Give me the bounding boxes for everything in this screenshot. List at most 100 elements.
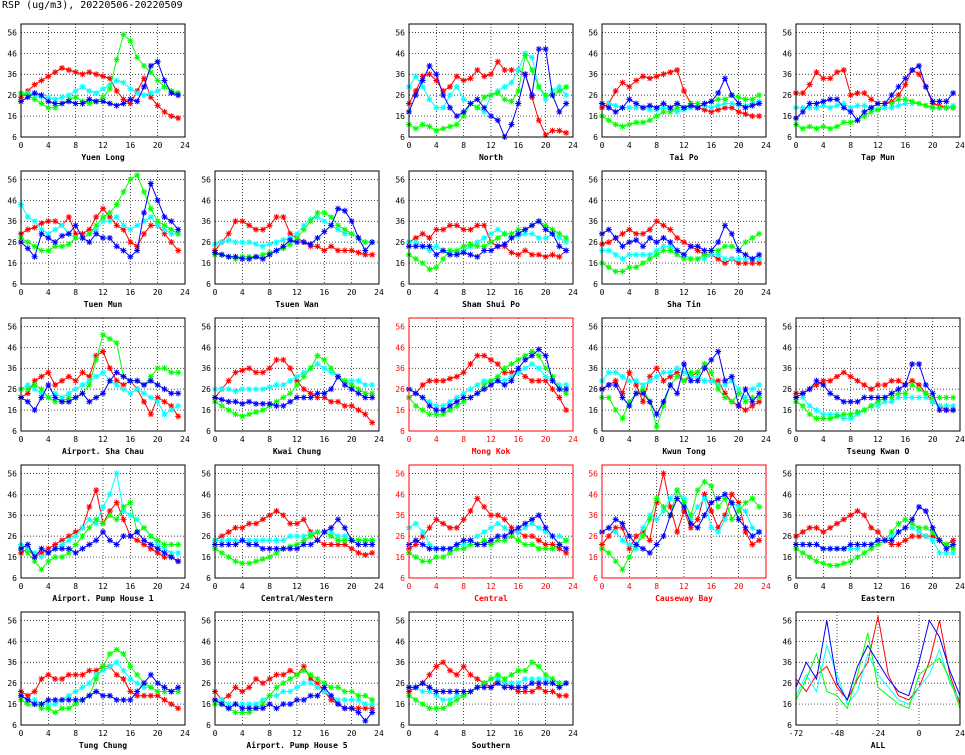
- data-point: [646, 75, 653, 82]
- data-point: [259, 369, 266, 376]
- data-point: [161, 696, 168, 703]
- data-point: [31, 90, 38, 97]
- data-point: [501, 537, 508, 544]
- data-point: [943, 541, 950, 548]
- data-point: [348, 381, 355, 388]
- data-point: [542, 352, 549, 359]
- data-point: [868, 96, 875, 103]
- data-point: [218, 549, 225, 556]
- data-point: [708, 508, 715, 515]
- x-tick-label: 24: [955, 729, 965, 738]
- data-point: [24, 549, 31, 556]
- x-tick-label: 12: [679, 288, 689, 297]
- data-point: [888, 100, 895, 107]
- data-point: [501, 680, 508, 687]
- data-point: [701, 106, 708, 113]
- data-point: [369, 394, 376, 401]
- data-point: [307, 692, 314, 699]
- series-line-1: [408, 363, 567, 407]
- data-point: [419, 73, 426, 80]
- data-point: [943, 407, 950, 414]
- data-point: [875, 106, 881, 113]
- data-point: [605, 524, 612, 531]
- data-point: [38, 554, 45, 561]
- data-point: [922, 381, 929, 388]
- data-point: [508, 121, 515, 128]
- data-point: [433, 402, 440, 409]
- data-point: [59, 675, 65, 682]
- data-point: [922, 533, 929, 540]
- data-point: [687, 524, 694, 531]
- data-point: [426, 541, 433, 548]
- data-point: [494, 361, 501, 368]
- y-tick-label: 56: [201, 175, 211, 184]
- data-point: [86, 398, 93, 405]
- data-point: [481, 503, 488, 510]
- y-tick-label: 26: [7, 91, 17, 100]
- data-point: [232, 684, 239, 691]
- data-point: [419, 541, 426, 548]
- series-line-1: [215, 531, 373, 541]
- data-point: [147, 533, 154, 540]
- y-tick-label: 26: [395, 532, 405, 541]
- data-point: [253, 241, 259, 248]
- data-point: [813, 69, 820, 76]
- data-point: [447, 667, 453, 674]
- x-tick-label: 12: [486, 435, 496, 444]
- data-point: [45, 369, 52, 376]
- x-tick-label: 0: [19, 288, 24, 297]
- data-point: [494, 234, 501, 241]
- data-point: [86, 516, 93, 523]
- data-point: [902, 96, 909, 103]
- series-line-0: [20, 350, 179, 417]
- data-point: [287, 533, 294, 540]
- data-point: [120, 31, 127, 38]
- data-point: [508, 373, 515, 380]
- data-point: [447, 545, 453, 552]
- data-point: [522, 52, 529, 59]
- x-tick-label: 4: [627, 435, 632, 444]
- data-point: [45, 381, 52, 388]
- data-point: [563, 239, 570, 246]
- data-point: [674, 487, 681, 494]
- x-tick-label: 0: [600, 582, 605, 591]
- y-tick-label: 26: [782, 679, 792, 688]
- data-point: [687, 243, 694, 250]
- data-point: [681, 239, 687, 246]
- data-point: [861, 407, 868, 414]
- data-point: [447, 524, 453, 531]
- data-point: [287, 520, 294, 527]
- data-point: [31, 407, 38, 414]
- data-point: [120, 100, 127, 107]
- data-point: [426, 524, 433, 531]
- data-point: [626, 121, 633, 128]
- data-point: [605, 104, 612, 111]
- data-point: [460, 249, 467, 256]
- data-point: [895, 92, 902, 99]
- data-point: [93, 373, 100, 380]
- data-point: [106, 335, 113, 342]
- plot-frame: [20, 170, 186, 285]
- data-point: [280, 214, 287, 221]
- data-point: [161, 365, 168, 372]
- data-point: [266, 365, 273, 372]
- data-point: [307, 390, 314, 397]
- data-point: [640, 104, 646, 111]
- data-point: [626, 96, 633, 103]
- data-point: [756, 398, 763, 405]
- x-tick-label: 16: [126, 141, 136, 150]
- x-tick-label: 4: [46, 729, 51, 738]
- station-label: Central: [474, 594, 508, 603]
- data-point: [426, 247, 433, 254]
- data-point: [701, 495, 708, 502]
- data-point: [259, 243, 266, 250]
- data-point: [335, 696, 341, 703]
- data-point: [840, 560, 847, 567]
- x-tick-label: 12: [98, 729, 108, 738]
- data-point: [667, 373, 674, 380]
- data-point: [440, 659, 447, 666]
- data-point: [474, 352, 481, 359]
- data-point: [508, 79, 515, 86]
- data-point: [868, 108, 875, 115]
